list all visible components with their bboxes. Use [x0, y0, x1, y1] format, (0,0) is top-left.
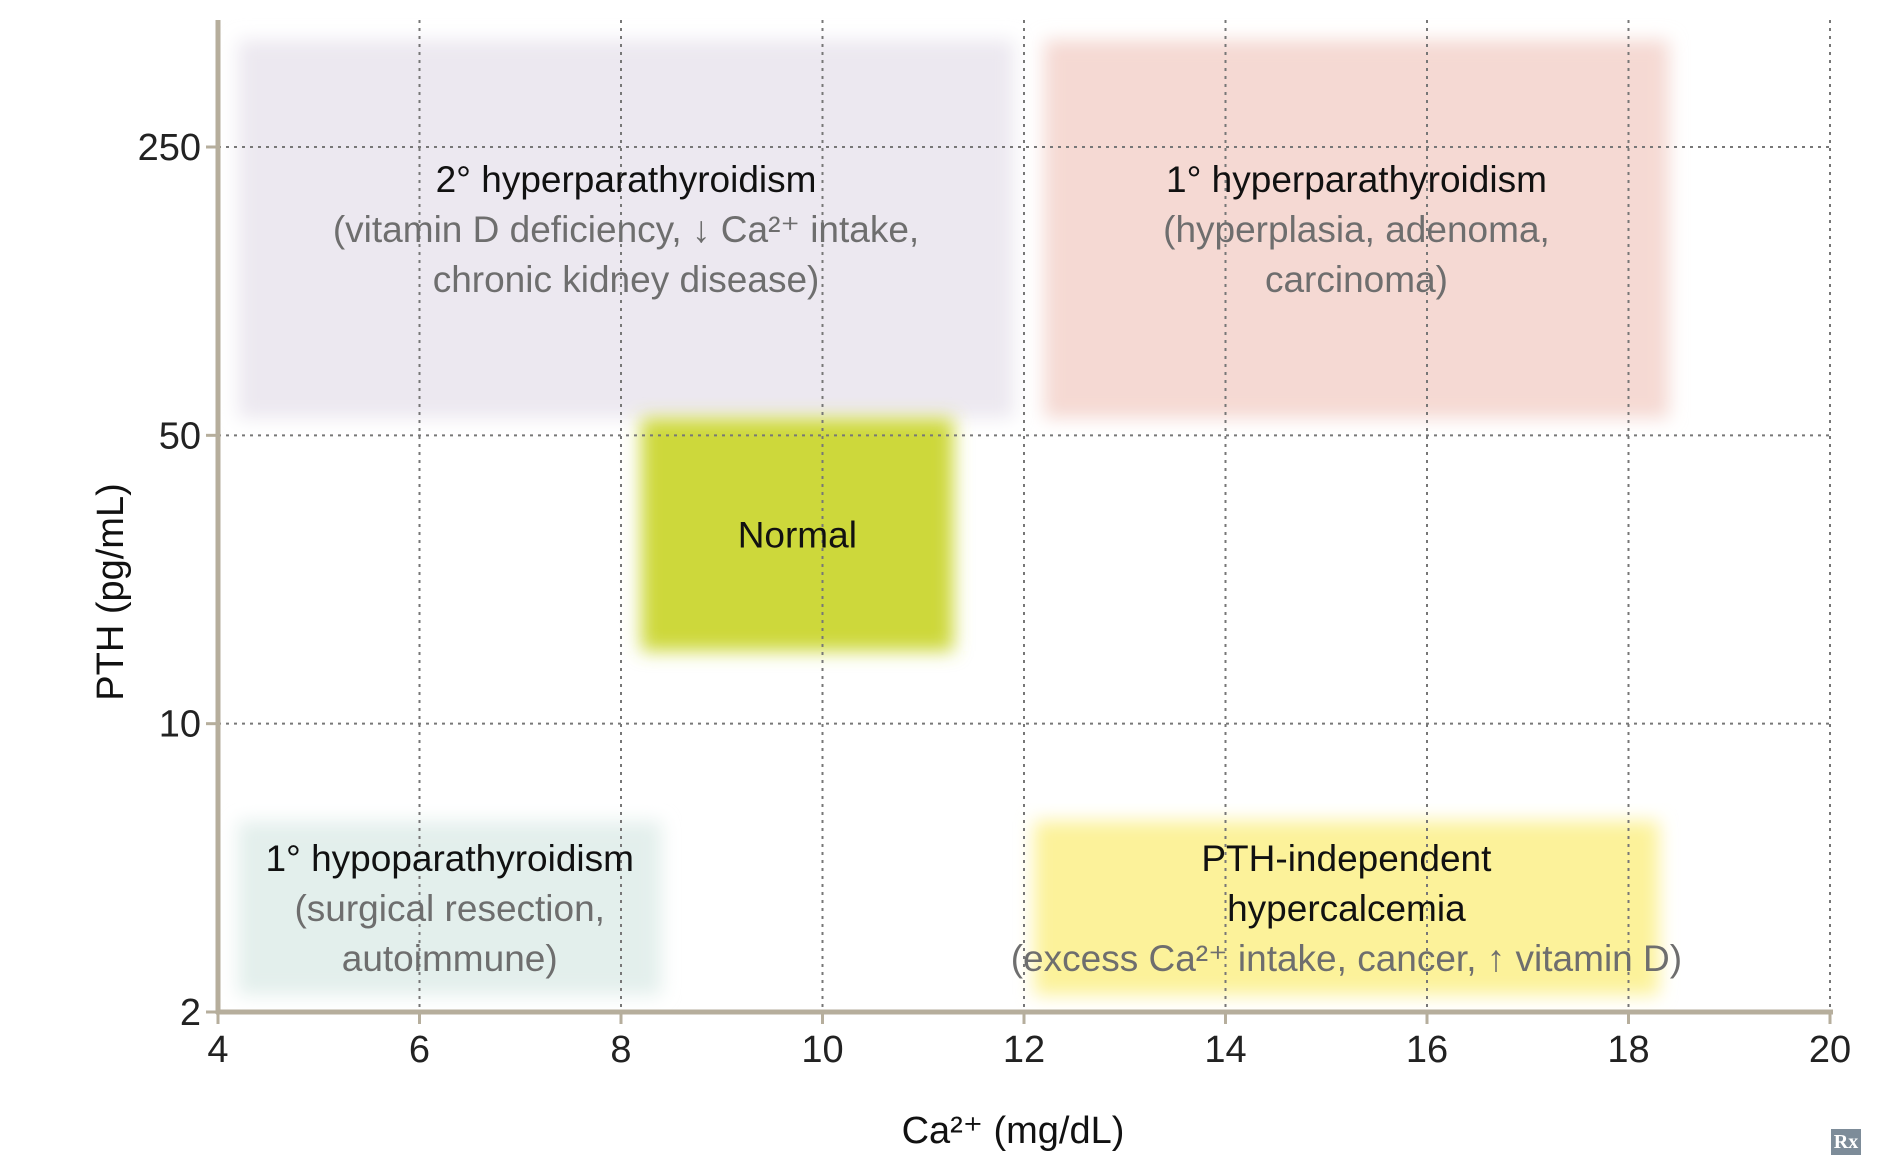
region-2-title: Normal [738, 515, 857, 556]
labels-layer: 2° hyperparathyroidism (vitamin D deficie… [265, 159, 1682, 979]
x-tick-label: 8 [610, 1029, 631, 1071]
axes-layer [206, 20, 1833, 1024]
region-0-background [238, 40, 1014, 419]
x-tick-label: 20 [1809, 1029, 1851, 1071]
region-0-subtitle-line: (vitamin D deficiency, ↓ Ca²⁺ intake, [333, 209, 919, 250]
grid-layer [218, 20, 1831, 1012]
x-tick-label: 18 [1607, 1029, 1649, 1071]
x-tick-label: 6 [409, 1029, 430, 1071]
region-4-subtitle-line: hypercalcemia [1227, 888, 1466, 929]
region-4-title: PTH-independent [1201, 838, 1492, 879]
x-tick-label: 4 [207, 1029, 228, 1071]
region-3-background [238, 821, 662, 995]
y-tick-label: 2 [180, 992, 201, 1034]
region-3-title: 1° hypoparathyroidism [265, 838, 634, 879]
y-tick-label: 250 [138, 127, 201, 169]
region-0-subtitle-line: chronic kidney disease) [433, 259, 820, 300]
region-1-subtitle-line: (hyperplasia, adenoma, [1163, 209, 1550, 250]
x-axis-title: Ca²⁺ (mg/dL) [902, 1110, 1125, 1152]
x-tick-label: 14 [1204, 1029, 1246, 1071]
region-3-subtitle-line: (surgical resection, [294, 888, 605, 929]
region-4-background [1034, 821, 1659, 995]
x-tick-label: 10 [801, 1029, 843, 1071]
x-tick-label: 12 [1003, 1029, 1045, 1071]
region-2-background [641, 418, 954, 652]
region-1-background [1044, 40, 1669, 419]
region-3-subtitle-line: autoimmune) [342, 938, 558, 979]
y-axis-title: PTH (pg/mL) [90, 483, 132, 700]
region-4-subtitle-line: (excess Ca²⁺ intake, cancer, ↑ vitamin D… [1011, 938, 1682, 979]
y-tick-label: 50 [159, 415, 201, 457]
region-1-title: 1° hyperparathyroidism [1166, 159, 1547, 200]
ticks-layer: 4 6 8 10 12 14 16 18 20 2 10 50 250 [138, 127, 1852, 1071]
region-1-subtitle-line: carcinoma) [1265, 259, 1448, 300]
y-tick-label: 10 [159, 704, 201, 746]
regions-layer [238, 40, 1669, 995]
rx-logo: Rx [1831, 1129, 1861, 1155]
region-0-title: 2° hyperparathyroidism [436, 159, 817, 200]
x-tick-label: 16 [1406, 1029, 1448, 1071]
